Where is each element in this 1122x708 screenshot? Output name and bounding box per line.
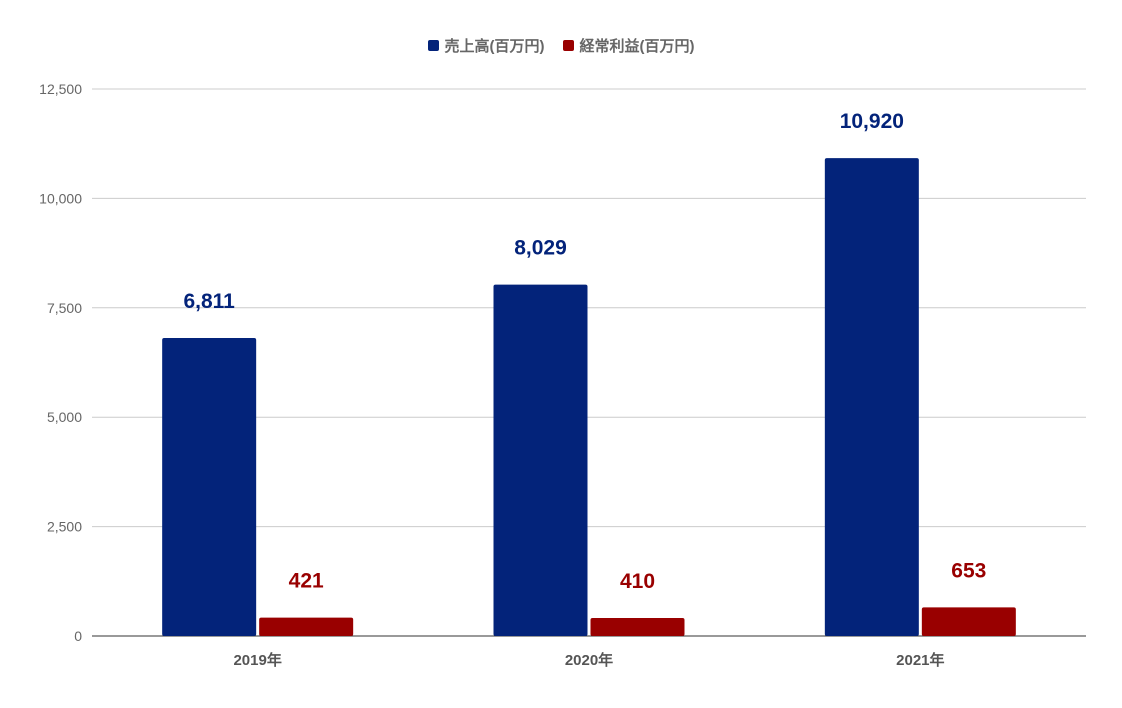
y-tick-label: 2,500 bbox=[47, 519, 82, 535]
data-label: 653 bbox=[951, 559, 986, 582]
bar bbox=[493, 284, 588, 636]
legend-label-profit: 経常利益(百万円) bbox=[579, 38, 695, 55]
y-tick-label: 5,000 bbox=[47, 409, 82, 425]
legend-item-sales[interactable]: 売上高(百万円) bbox=[427, 35, 545, 56]
y-tick-label: 12,500 bbox=[39, 81, 82, 97]
y-tick-label: 7,500 bbox=[47, 300, 82, 316]
bar bbox=[259, 617, 354, 636]
legend-item-profit[interactable]: 経常利益(百万円) bbox=[562, 35, 695, 56]
legend-swatch-sales bbox=[427, 40, 439, 51]
legend: 売上高(百万円) 経常利益(百万円) bbox=[0, 35, 1122, 56]
bar bbox=[590, 618, 685, 636]
data-label: 6,811 bbox=[183, 290, 235, 313]
bar bbox=[162, 337, 257, 636]
data-label: 421 bbox=[289, 570, 324, 593]
x-tick-label: 2019年 bbox=[233, 651, 281, 669]
data-label: 410 bbox=[620, 570, 655, 593]
data-label: 8,029 bbox=[514, 237, 567, 260]
data-label: 10,920 bbox=[840, 110, 904, 133]
x-tick-label: 2020年 bbox=[565, 651, 613, 669]
legend-label-sales: 売上高(百万円) bbox=[444, 38, 545, 55]
y-tick-label: 0 bbox=[74, 628, 82, 644]
bar bbox=[824, 158, 919, 636]
y-tick-label: 10,000 bbox=[39, 190, 82, 206]
bar bbox=[921, 607, 1016, 636]
x-tick-label: 2021年 bbox=[896, 651, 944, 669]
legend-swatch-profit bbox=[562, 40, 574, 51]
